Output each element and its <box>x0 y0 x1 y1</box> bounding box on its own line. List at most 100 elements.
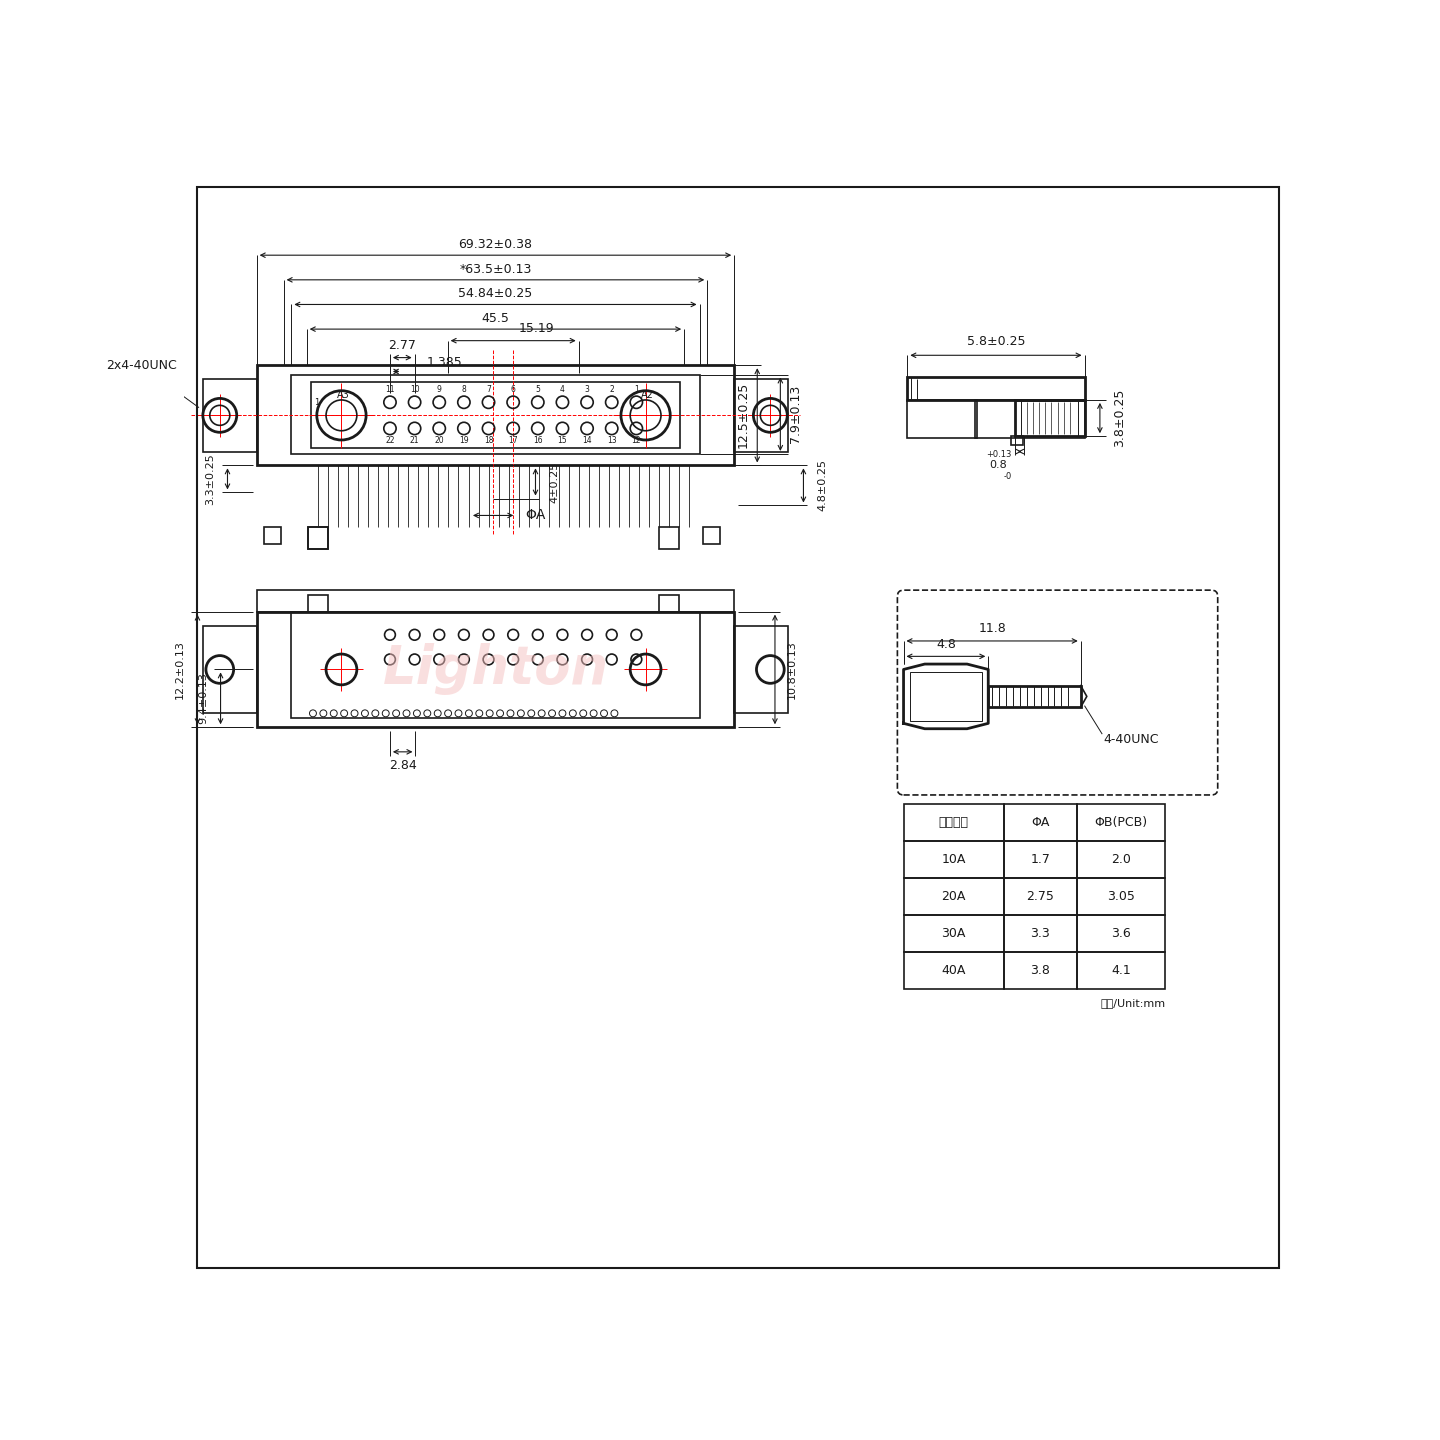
Text: 2: 2 <box>609 386 613 395</box>
Text: 3.8: 3.8 <box>1030 963 1050 976</box>
Text: A3: A3 <box>337 390 350 399</box>
Bar <box>1004 841 1077 878</box>
Text: 22: 22 <box>386 436 395 445</box>
Bar <box>910 672 982 720</box>
Bar <box>660 527 678 549</box>
Text: 7.9±0.13: 7.9±0.13 <box>789 384 802 444</box>
Text: 15: 15 <box>557 436 567 445</box>
Text: 4.8: 4.8 <box>936 638 956 651</box>
Bar <box>1011 436 1022 445</box>
Text: 21: 21 <box>410 436 419 445</box>
Text: +0.13: +0.13 <box>986 451 1011 459</box>
Bar <box>291 374 700 454</box>
Text: 20: 20 <box>435 436 444 445</box>
Text: 单位/Unit:mm: 单位/Unit:mm <box>1100 998 1165 1008</box>
Bar <box>1015 400 1084 436</box>
Text: 9.4±0.13: 9.4±0.13 <box>197 672 207 724</box>
Bar <box>308 527 327 549</box>
Bar <box>1077 952 1165 989</box>
Bar <box>903 952 1004 989</box>
Text: 13: 13 <box>606 436 616 445</box>
Text: 1: 1 <box>314 397 320 406</box>
Text: -0: -0 <box>1004 471 1011 481</box>
Bar <box>203 625 256 713</box>
Bar <box>1077 914 1165 952</box>
Text: 4.8±0.25: 4.8±0.25 <box>818 459 828 511</box>
Bar <box>1004 804 1077 841</box>
Bar <box>907 377 1084 400</box>
Text: 69.32±0.38: 69.32±0.38 <box>458 238 533 251</box>
Text: 2.0: 2.0 <box>1112 852 1130 865</box>
Text: 16: 16 <box>533 436 543 445</box>
Text: 4-40UNC: 4-40UNC <box>1103 733 1159 746</box>
Text: 3: 3 <box>585 386 589 395</box>
Text: 19: 19 <box>459 436 468 445</box>
Bar <box>308 527 327 549</box>
Text: 14: 14 <box>582 436 592 445</box>
Text: 10.8±0.13: 10.8±0.13 <box>786 639 796 698</box>
Text: 20A: 20A <box>942 890 966 903</box>
Bar <box>256 590 734 612</box>
Text: 额定电流: 额定电流 <box>939 816 969 829</box>
Text: 3.6: 3.6 <box>1112 927 1130 940</box>
Text: 30A: 30A <box>942 927 966 940</box>
Bar <box>1004 878 1077 914</box>
Text: 4: 4 <box>560 386 564 395</box>
Text: 2.84: 2.84 <box>389 759 416 772</box>
Bar <box>903 914 1004 952</box>
Text: 0.8: 0.8 <box>989 461 1008 471</box>
Text: 6: 6 <box>511 386 516 395</box>
Text: 54.84±0.25: 54.84±0.25 <box>458 287 533 300</box>
Text: 2.77: 2.77 <box>389 338 416 351</box>
Text: 1.385: 1.385 <box>426 356 462 369</box>
Text: 45.5: 45.5 <box>481 312 510 325</box>
Bar <box>308 595 327 612</box>
Text: A2: A2 <box>641 390 654 399</box>
Bar <box>988 685 1080 707</box>
Text: ΦB(PCB): ΦB(PCB) <box>1094 816 1148 829</box>
Text: 3.3±0.25: 3.3±0.25 <box>206 454 216 505</box>
Bar <box>903 878 1004 914</box>
Bar <box>1077 804 1165 841</box>
Text: 11.8: 11.8 <box>978 622 1007 635</box>
Text: 3.05: 3.05 <box>1107 890 1135 903</box>
Bar <box>734 625 788 713</box>
Bar <box>1077 841 1165 878</box>
Bar <box>265 527 281 544</box>
Text: *63.5±0.13: *63.5±0.13 <box>459 262 531 275</box>
Bar <box>1004 952 1077 989</box>
Bar <box>734 379 788 452</box>
Text: 9: 9 <box>436 386 442 395</box>
Bar <box>203 379 256 452</box>
Text: 5.8±0.25: 5.8±0.25 <box>966 336 1025 348</box>
Text: 17: 17 <box>508 436 518 445</box>
Bar <box>660 595 678 612</box>
Bar <box>975 400 1084 438</box>
Bar <box>311 382 680 448</box>
Bar <box>903 841 1004 878</box>
Text: 10: 10 <box>410 386 419 395</box>
Bar <box>703 527 720 544</box>
Text: 3.3: 3.3 <box>1031 927 1050 940</box>
Text: 1: 1 <box>634 386 639 395</box>
Text: 11: 11 <box>386 386 395 395</box>
Text: 7: 7 <box>487 386 491 395</box>
Text: 15.19: 15.19 <box>518 321 554 336</box>
Text: 18: 18 <box>484 436 494 445</box>
Bar <box>903 804 1004 841</box>
Text: 1.7: 1.7 <box>1030 852 1050 865</box>
Bar <box>256 366 734 465</box>
Text: 40A: 40A <box>942 963 966 976</box>
Text: 3.8±0.25: 3.8±0.25 <box>1113 389 1126 448</box>
Text: 2.75: 2.75 <box>1027 890 1054 903</box>
Text: 12.5±0.25: 12.5±0.25 <box>737 382 750 448</box>
Text: 4.1: 4.1 <box>1112 963 1130 976</box>
Bar <box>1077 878 1165 914</box>
Text: ΦA: ΦA <box>526 508 546 523</box>
Text: 5: 5 <box>536 386 540 395</box>
Text: 12.2±0.13: 12.2±0.13 <box>174 639 184 698</box>
Bar <box>907 400 976 438</box>
Text: 4±0.25: 4±0.25 <box>550 461 560 503</box>
Text: ΦA: ΦA <box>1031 816 1050 829</box>
Bar <box>256 612 734 727</box>
